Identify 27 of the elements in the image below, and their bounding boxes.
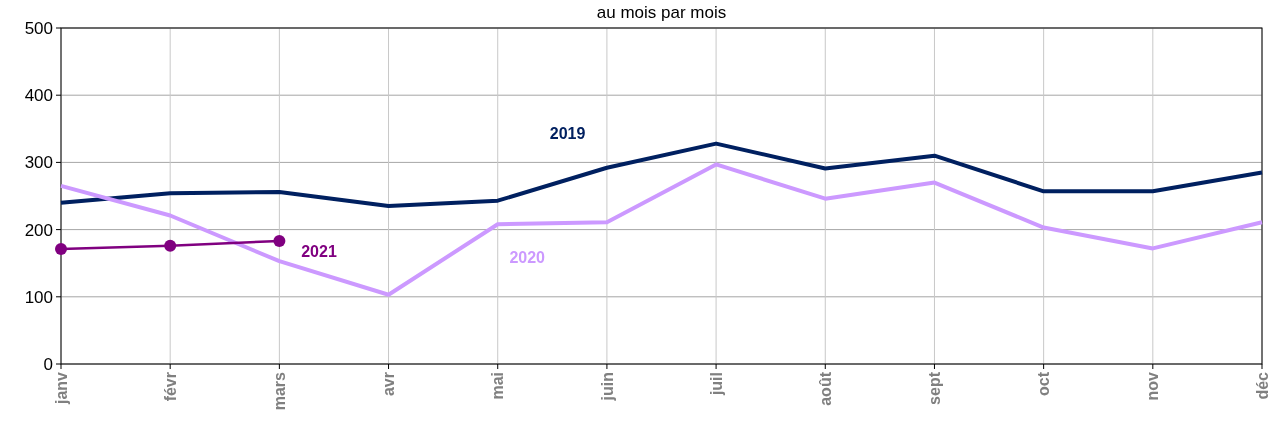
y-tick-label: 100 [24,287,53,307]
chart-title: au mois par mois [596,3,727,22]
y-tick-label: 500 [24,18,53,38]
x-tick-label: avr [380,372,398,397]
series-label: 2021 [301,243,337,261]
y-tick-label: 300 [24,153,53,173]
x-tick-label: déc [1253,371,1271,400]
line-series [59,141,1264,209]
x-tick-label: mars [270,371,288,411]
point [55,243,67,256]
x-tick-label: août [816,371,834,406]
point [164,239,177,252]
series-label: 2020 [509,249,546,267]
line-series [59,162,1264,297]
x-tick-label: juil [707,372,725,397]
point [273,235,286,248]
x-tick-label: sept [926,371,944,405]
x-tick-label: janv [52,371,70,406]
y-tick-label: 0 [43,354,53,374]
x-tick-label: juin [598,372,616,402]
y-tick-label: 400 [24,86,53,106]
x-tick-label: oct [1035,371,1053,396]
series-label: 2019 [549,125,586,143]
x-tick-label: nov [1144,371,1162,401]
x-tick-label: mai [489,372,507,400]
y-tick-label: 200 [24,220,53,240]
x-tick-label: févr [161,372,179,402]
